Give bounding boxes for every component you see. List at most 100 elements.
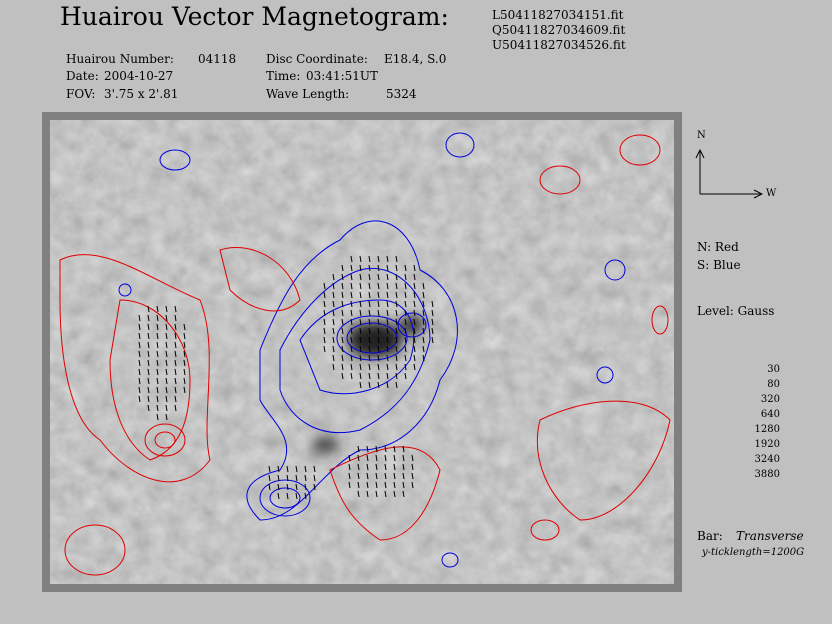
bar (341, 336, 344, 344)
bar (431, 309, 434, 317)
bar (323, 345, 326, 353)
bar (386, 300, 389, 308)
compass-north: N (697, 130, 706, 141)
bar (286, 492, 289, 500)
file-name: Q50411827034609.fit (492, 23, 626, 37)
bar (422, 354, 425, 362)
bar (368, 264, 371, 272)
bar (332, 345, 335, 353)
bar (156, 332, 159, 340)
bar (348, 481, 351, 489)
bar (268, 474, 271, 482)
bar (165, 359, 168, 367)
info-label: Wave Length: (266, 87, 350, 101)
info-label: Disc Coordinate: (266, 52, 368, 66)
bar (156, 305, 159, 313)
bar (277, 474, 280, 482)
bar (165, 314, 168, 322)
bar (359, 282, 362, 290)
bar (413, 318, 416, 326)
level-title: Level: Gauss (697, 304, 775, 318)
bar (404, 354, 407, 362)
bar (413, 300, 416, 308)
bar (404, 273, 407, 281)
bar (332, 291, 335, 299)
bar (431, 318, 434, 326)
bar (404, 264, 407, 272)
file-name: U50411827034526.fit (492, 38, 626, 52)
bar (348, 472, 351, 480)
bar (341, 273, 344, 281)
bar (138, 332, 141, 340)
bar (147, 314, 150, 322)
bar (174, 368, 177, 376)
bar (375, 445, 378, 453)
bar (386, 336, 389, 344)
bar (384, 445, 387, 453)
bar (313, 483, 316, 491)
bar (402, 481, 405, 489)
bar (332, 336, 335, 344)
bar (357, 463, 360, 471)
bar (404, 300, 407, 308)
bar (377, 354, 380, 362)
bar (404, 318, 407, 326)
bar (156, 377, 159, 385)
bar (295, 465, 298, 473)
bar (183, 377, 186, 385)
bar (277, 492, 280, 500)
bar (183, 368, 186, 376)
bar (386, 291, 389, 299)
bar (332, 309, 335, 317)
bar (422, 318, 425, 326)
bar (404, 363, 407, 371)
bar (147, 368, 150, 376)
bar (404, 327, 407, 335)
info-value: 03:41:51UT (306, 69, 379, 83)
level-value: 80 (767, 379, 780, 390)
bar (332, 273, 335, 281)
bar (359, 381, 362, 389)
bar (366, 445, 369, 453)
bar (386, 273, 389, 281)
bar (413, 273, 416, 281)
bar (368, 282, 371, 290)
compass (695, 148, 764, 199)
bar (138, 323, 141, 331)
bar (286, 465, 289, 473)
bar (165, 305, 168, 313)
bar (413, 282, 416, 290)
bar (386, 345, 389, 353)
bar (359, 363, 362, 371)
bar (359, 300, 362, 308)
info-label: FOV: (66, 87, 96, 101)
bar (156, 341, 159, 349)
bar (350, 345, 353, 353)
bar (359, 372, 362, 380)
bar (357, 472, 360, 480)
bar (404, 345, 407, 353)
bar (422, 300, 425, 308)
bar (295, 492, 298, 500)
bar (174, 395, 177, 403)
bar (174, 341, 177, 349)
bar (368, 291, 371, 299)
bar (165, 368, 168, 376)
bar (183, 359, 186, 367)
bar (304, 465, 307, 473)
bar (341, 372, 344, 380)
blue-contours (118, 132, 626, 568)
bar (156, 350, 159, 358)
bar (304, 474, 307, 482)
bar (147, 350, 150, 358)
bar (375, 481, 378, 489)
bar (386, 372, 389, 380)
bar (147, 323, 150, 331)
bar (295, 474, 298, 482)
bar (350, 282, 353, 290)
transverse-bars (138, 255, 434, 500)
bar (313, 465, 316, 473)
bar (402, 454, 405, 462)
bar (422, 345, 425, 353)
